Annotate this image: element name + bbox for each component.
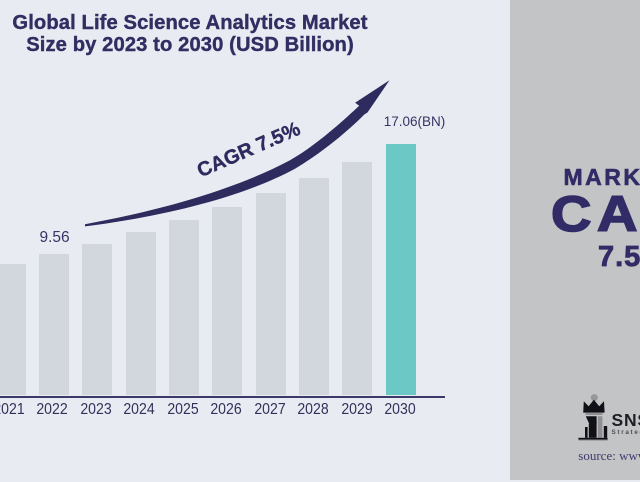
- logo-crown-dot: [591, 394, 598, 401]
- source-text: source: www: [578, 448, 640, 464]
- bar-2021: [0, 264, 26, 395]
- year-label-2030: 2030: [374, 401, 427, 419]
- logo-bar-2: [585, 427, 588, 438]
- side-panel: MARKET CAGR 7.5% SNS Strategy and Stats …: [510, 0, 640, 480]
- logo-column: [598, 416, 603, 438]
- logo-bar-3: [604, 426, 607, 438]
- bar-2030: [386, 144, 416, 395]
- logo-collar: [586, 413, 603, 415]
- value-label-2022: 9.56: [40, 229, 70, 247]
- logo-base-shadow: [578, 440, 607, 441]
- bar-2029: [342, 162, 372, 395]
- logo-base: [578, 438, 607, 440]
- logo-tagline-text: Strategy and Stats: [612, 429, 640, 436]
- bar-2024: [126, 232, 156, 394]
- value-label-2030: 17.06(BN): [384, 114, 446, 129]
- bar-2027: [256, 193, 286, 395]
- logo-crown: [583, 400, 604, 413]
- bar-2026: [212, 207, 242, 395]
- bar-2022: [39, 254, 69, 395]
- bar-2023: [82, 244, 112, 395]
- bar-2025: [169, 220, 199, 395]
- chart-area: Global Life Science Analytics Market Siz…: [0, 0, 510, 480]
- bar-2028: [299, 178, 329, 395]
- x-axis-line: [0, 396, 445, 398]
- sns-logo-icon: [576, 2, 614, 482]
